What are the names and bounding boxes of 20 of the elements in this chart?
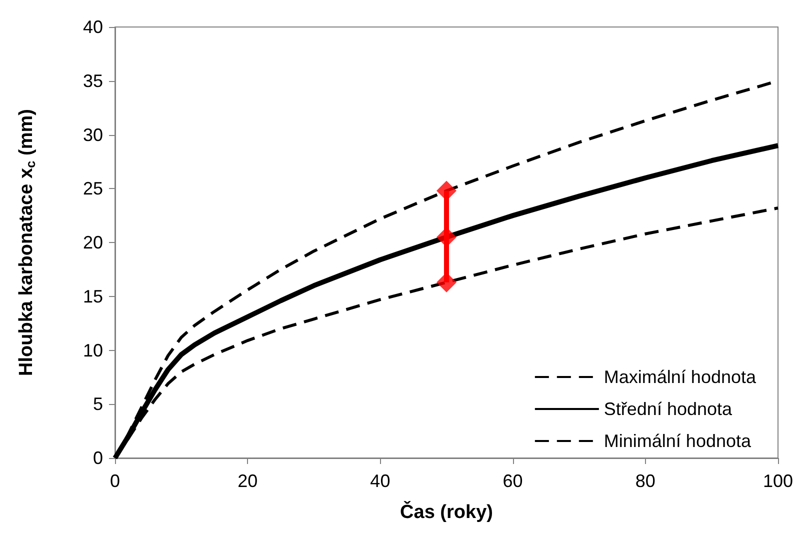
- legend-label: Minimální hodnota: [604, 431, 752, 451]
- y-tick-label: 40: [82, 17, 103, 37]
- y-tick-label: 5: [92, 394, 103, 414]
- x-tick-label: 60: [502, 471, 523, 491]
- x-tick-label: 20: [238, 471, 258, 491]
- legend-label: Maximální hodnota: [604, 367, 757, 387]
- x-tick-label: 40: [370, 471, 390, 491]
- y-tick-label: 0: [92, 448, 103, 468]
- x-axis-title: Čas (roky): [400, 500, 493, 523]
- y-tick-label: 20: [82, 232, 103, 252]
- y-axis-title: Hloubka karbonatace xc (mm): [16, 109, 38, 376]
- y-tick-label: 25: [82, 178, 103, 199]
- x-tick-label: 100: [762, 471, 794, 491]
- legend-label: Střední hodnota: [604, 399, 734, 419]
- y-tick-label: 15: [82, 286, 103, 306]
- y-tick-label: 30: [82, 124, 103, 145]
- y-tick-label: 10: [82, 340, 103, 360]
- x-tick-label: 0: [110, 471, 120, 491]
- y-tick-label: 35: [82, 70, 103, 91]
- x-tick-label: 80: [635, 471, 656, 491]
